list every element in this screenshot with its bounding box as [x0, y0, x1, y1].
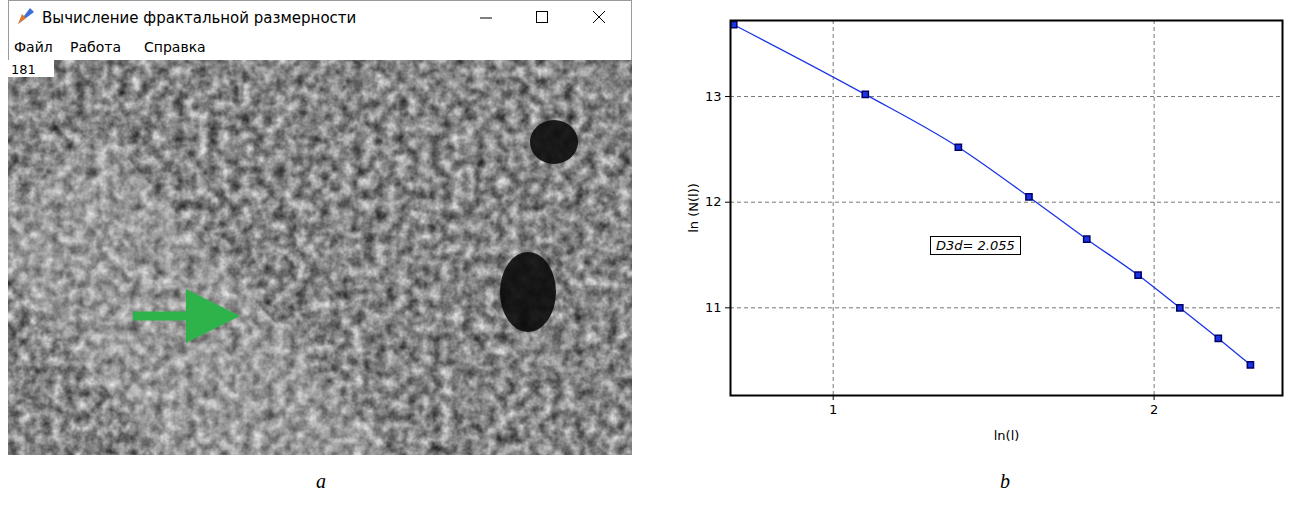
svg-text:181: 181 — [11, 62, 36, 77]
svg-text:Вычисление фрактальной размерн: Вычисление фрактальной размерности — [42, 9, 356, 27]
svg-text:ln(l): ln(l) — [994, 428, 1020, 443]
html-text:D3d= 2.055: D3d= 2.055 — [936, 238, 1015, 253]
html-text:a: a — [316, 470, 326, 492]
svg-text:ln (N(l)): ln (N(l)) — [686, 183, 701, 233]
svg-text:13: 13 — [705, 89, 722, 104]
svg-text:Работа: Работа — [70, 39, 121, 55]
svg-text:11: 11 — [705, 300, 722, 315]
svg-text:2: 2 — [1150, 402, 1158, 417]
svg-text:12: 12 — [705, 194, 722, 209]
html-text:b: b — [1000, 470, 1010, 492]
svg-text:1: 1 — [829, 402, 837, 417]
svg-text:Файл: Файл — [14, 39, 53, 55]
svg-text:Справка: Справка — [144, 39, 206, 55]
